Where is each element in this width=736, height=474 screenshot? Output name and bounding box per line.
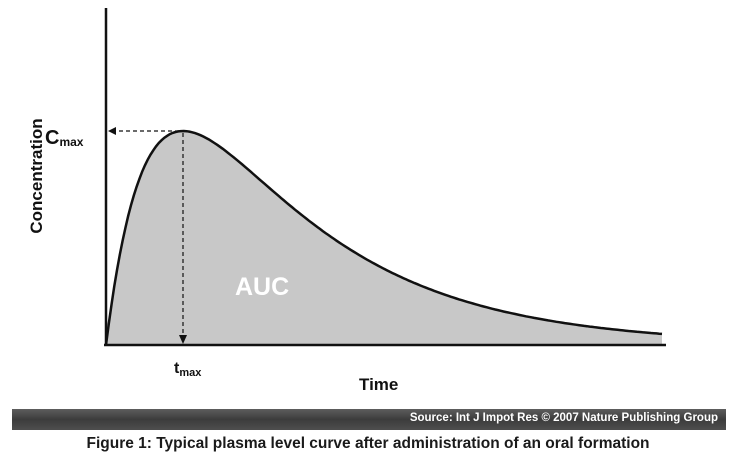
figure-caption: Figure 1: Typical plasma level curve aft… — [86, 435, 650, 452]
tmax-label-sub: max — [179, 367, 202, 379]
cmax-label-main: C — [45, 127, 59, 149]
source-bar: Source: Int J Impot Res © 2007 Nature Pu… — [12, 409, 726, 430]
cmax-label-sub: max — [59, 135, 83, 149]
x-axis-label: Time — [359, 375, 398, 394]
cmax-label: Cmax — [45, 127, 84, 149]
auc-label: AUC — [235, 273, 289, 301]
tmax-arrowhead — [179, 335, 187, 344]
tmax-label-main: t — [174, 360, 180, 377]
concentration-curve — [104, 129, 663, 346]
source-text: Source: Int J Impot Res © 2007 Nature Pu… — [409, 412, 718, 424]
y-axis-label: Concentration — [27, 118, 46, 233]
cmax-arrowhead — [108, 127, 116, 135]
tmax-label: tmax — [174, 360, 202, 379]
auc-area — [106, 131, 662, 345]
